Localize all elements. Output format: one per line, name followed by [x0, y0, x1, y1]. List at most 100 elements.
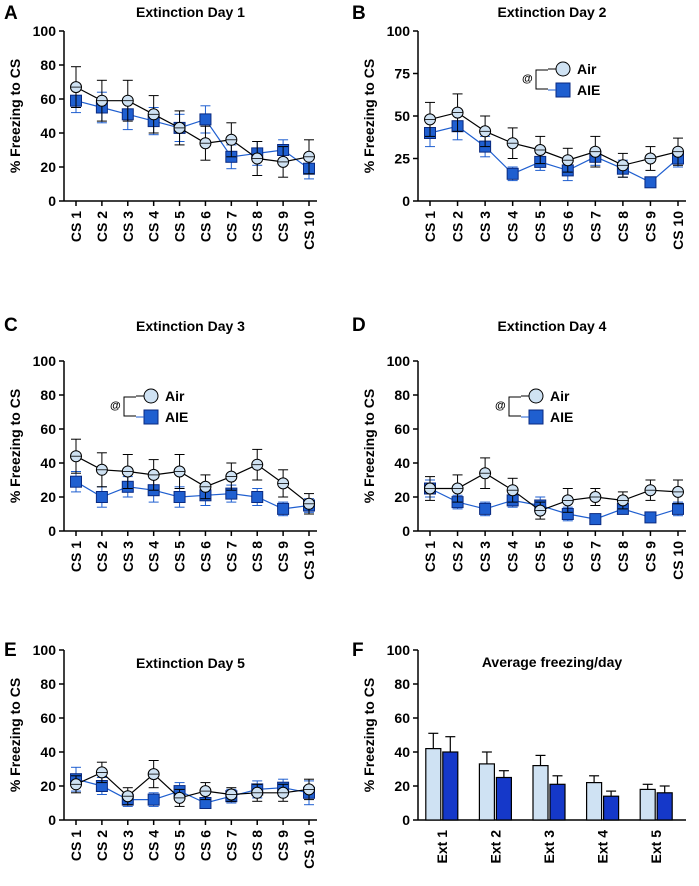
data-point	[225, 470, 238, 483]
data-point	[199, 785, 212, 798]
series-air	[70, 66, 315, 178]
data-point	[173, 491, 186, 503]
bar-air	[478, 763, 495, 821]
y-tick-label: 100	[387, 642, 411, 658]
y-tick-label: 0	[48, 812, 56, 828]
y-tick-label: 60	[40, 91, 56, 107]
x-tick-label: CS 7	[587, 211, 603, 242]
x-tick-label: CS 4	[146, 541, 162, 572]
y-tick-label: 80	[40, 676, 56, 692]
x-tick-label: CS 9	[275, 830, 291, 861]
series-air	[424, 457, 684, 520]
y-tick-label: 20	[40, 778, 56, 794]
data-point	[147, 793, 160, 806]
data-point	[277, 155, 290, 168]
x-tick-label: CS 10	[301, 830, 317, 869]
y-axis-label: % Freezing to CS	[361, 678, 377, 792]
legend-aie-marker	[143, 409, 159, 425]
x-tick-label: CS 6	[197, 830, 213, 861]
x-tick-label: CS 9	[642, 541, 658, 572]
y-tick-label: 80	[40, 57, 56, 73]
data-point	[589, 513, 602, 526]
series-air	[70, 760, 315, 807]
x-tick-label: CS 1	[68, 830, 84, 861]
legend-air-marker	[528, 388, 544, 404]
x-tick-label: CS 7	[587, 541, 603, 572]
data-point	[672, 485, 684, 498]
data-point	[121, 465, 134, 478]
y-tick-label: 50	[394, 108, 410, 124]
data-point	[644, 484, 657, 497]
x-tick-label: CS 5	[532, 211, 548, 242]
data-point	[451, 482, 464, 495]
y-tick-label: 80	[394, 676, 410, 692]
x-tick-label: CS 10	[670, 541, 686, 580]
data-point	[672, 145, 684, 158]
x-tick-label: CS 8	[615, 541, 631, 572]
y-tick-label: 80	[40, 387, 56, 403]
x-tick-label: CS 5	[172, 211, 188, 242]
x-tick-label: CS 3	[477, 541, 493, 572]
significance-marker: @	[110, 400, 121, 412]
legend: @ Air AIE	[522, 61, 600, 98]
y-tick-label: 0	[402, 812, 410, 828]
data-point	[303, 497, 315, 510]
y-tick-label: 20	[40, 159, 56, 175]
x-tick-label: CS 5	[172, 830, 188, 861]
series-line	[75, 455, 310, 505]
bar-aie	[656, 792, 673, 821]
x-tick-label: CS 4	[146, 830, 162, 861]
y-tick-label: 40	[394, 744, 410, 760]
legend-aie-label: AIE	[550, 409, 573, 425]
data-point	[147, 108, 160, 121]
x-tick-label: CS 9	[275, 541, 291, 572]
x-tick-label: CS 3	[120, 830, 136, 861]
data-point	[199, 137, 212, 150]
x-tick-label: CS 2	[94, 541, 110, 572]
x-tick-label: CS 5	[532, 541, 548, 572]
legend-air-marker	[555, 61, 571, 77]
y-axis-label: % Freezing to CS	[361, 59, 377, 173]
x-tick-label: CS 6	[560, 211, 576, 242]
y-tick-label: 40	[40, 125, 56, 141]
data-point	[479, 467, 492, 480]
data-point	[506, 167, 519, 180]
data-point	[589, 145, 602, 158]
data-point	[147, 768, 160, 781]
x-tick-label: CS 1	[422, 541, 438, 572]
y-tick-label: 40	[394, 455, 410, 471]
legend-bracket	[508, 396, 521, 417]
legend-air-label: Air	[165, 388, 185, 404]
y-tick-label: 100	[387, 23, 411, 39]
x-tick-label: CS 3	[120, 211, 136, 242]
x-tick-label: CS 8	[249, 541, 265, 572]
y-tick-label: 100	[33, 642, 57, 658]
series-line	[75, 86, 310, 163]
series-aie	[424, 479, 684, 526]
data-point	[225, 788, 238, 801]
series-air	[424, 93, 684, 178]
bar-aie	[549, 783, 566, 821]
y-tick-label: 0	[402, 193, 410, 209]
data-point	[616, 494, 629, 507]
x-tick-label: Ext 1	[434, 830, 450, 864]
data-point	[506, 484, 519, 497]
series-aie	[424, 112, 684, 189]
legend-bracket	[123, 396, 136, 417]
data-point	[199, 113, 212, 126]
x-tick-label: Ext 3	[541, 830, 557, 864]
series-line	[430, 472, 679, 512]
y-tick-label: 20	[394, 778, 410, 794]
data-point	[672, 502, 684, 515]
legend-aie-label: AIE	[577, 82, 600, 98]
y-tick-label: 25	[394, 151, 410, 167]
data-point	[173, 465, 186, 478]
legend: @ Air AIE	[495, 388, 573, 425]
data-point	[277, 502, 290, 515]
chart-title: Average freezing/day	[482, 654, 623, 670]
data-point	[225, 133, 238, 146]
x-tick-label: CS 1	[422, 211, 438, 242]
panel-letter: C	[4, 315, 18, 336]
data-point	[251, 458, 264, 471]
x-tick-label: CS 9	[275, 211, 291, 242]
